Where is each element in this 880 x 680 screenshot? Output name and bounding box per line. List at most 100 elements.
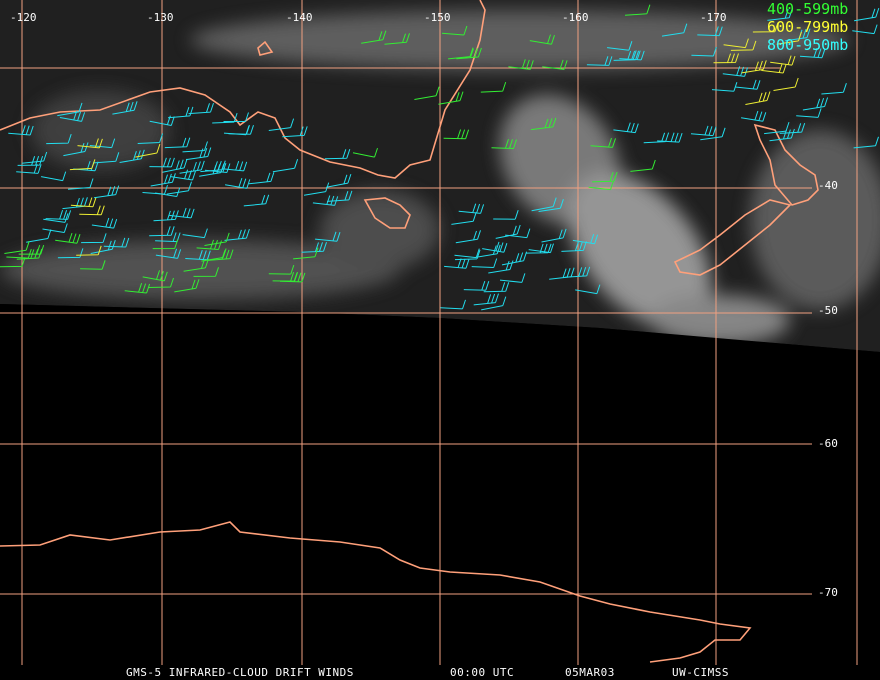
wind-barb [821, 83, 847, 95]
wind-barb [776, 31, 802, 45]
wind-barb [458, 203, 485, 214]
wind-barb [124, 283, 151, 294]
latitude-label: -60 [818, 437, 838, 450]
wind-barb [79, 205, 105, 216]
wind-barb [463, 280, 490, 291]
wind-barb [785, 28, 811, 42]
wind-barb [488, 260, 514, 274]
wind-barb [852, 24, 878, 35]
wind-barb [588, 180, 614, 191]
wind-barb [538, 199, 564, 212]
wind-barb [174, 279, 200, 293]
wind-barb [152, 239, 179, 250]
wind-barb [324, 149, 351, 160]
wind-barb [279, 272, 306, 283]
wind-barb [193, 267, 219, 277]
wind-barb [630, 159, 656, 172]
wind-barb [779, 122, 806, 134]
longitude-label: -170 [700, 11, 727, 24]
latitude-label: -40 [818, 179, 838, 192]
wind-barb [224, 228, 250, 241]
wind-barb [501, 251, 528, 266]
wind-barb [155, 248, 182, 259]
wind-barb [561, 241, 587, 252]
wind-barb [482, 241, 508, 253]
wind-barb [661, 23, 688, 37]
wind-barb [455, 230, 481, 244]
wind-barb [170, 169, 196, 181]
wind-barb [499, 273, 526, 283]
wind-barb [80, 260, 106, 270]
wind-barb [440, 299, 466, 310]
wind-barb [741, 60, 767, 74]
latitude-label: -50 [818, 304, 838, 317]
wind-barb [188, 102, 214, 115]
wind-barb [745, 91, 771, 105]
wind-barb [542, 59, 568, 70]
wind-barb [162, 158, 188, 173]
wind-barb [185, 250, 211, 261]
wind-barb [735, 79, 761, 90]
wind-barb [76, 245, 102, 256]
wind-barb [149, 226, 175, 237]
wind-barb [586, 56, 613, 66]
footer-date: 05MAR03 [565, 666, 615, 679]
wind-barb [495, 224, 521, 239]
wind-barb [182, 228, 208, 239]
wind-barb [613, 122, 639, 134]
wind-barb [590, 137, 616, 148]
wind-barb [43, 213, 69, 223]
wind-barb [185, 147, 212, 161]
wind-barb [179, 160, 205, 174]
wind-barb [572, 233, 599, 245]
wind-barb [657, 132, 683, 143]
wind-barb [221, 160, 248, 172]
wind-barb [723, 38, 749, 49]
wind-barb [166, 181, 192, 195]
wind-barb [301, 242, 327, 253]
wind-barb [481, 296, 507, 311]
wind-barb [204, 162, 231, 173]
wind-barb [149, 115, 175, 126]
wind-barb [57, 248, 84, 259]
wind-barb [90, 240, 116, 254]
wind-barb [268, 118, 295, 131]
wind-barb [451, 212, 477, 225]
wind-barb [155, 187, 181, 197]
wind-barb [26, 229, 52, 243]
wind-barb [196, 239, 222, 250]
wind-barb [62, 197, 88, 210]
longitude-label: -130 [147, 11, 174, 24]
wind-barb [243, 194, 270, 207]
wind-barb [624, 4, 651, 16]
wind-barb [713, 53, 739, 64]
wind-barb [89, 138, 116, 149]
wind-barb [164, 137, 191, 149]
wind-barbs [0, 4, 880, 311]
wind-barb [169, 207, 195, 219]
wind-barb [149, 157, 175, 168]
wind-barb [438, 91, 464, 105]
wind-barb [575, 284, 601, 295]
wind-barb [73, 160, 99, 172]
wind-barb [69, 159, 96, 171]
wind-barb [493, 210, 519, 220]
wind-barb [796, 108, 822, 118]
wind-barb [770, 55, 796, 66]
footer-source: UW-CIMSS [672, 666, 729, 679]
wind-barb [223, 125, 250, 136]
wind-barb [444, 258, 470, 269]
latitude-labels: -40 -50 -60 -70 [818, 179, 838, 599]
wind-barb [55, 232, 81, 244]
wind-barb [761, 63, 787, 74]
wind-barb [137, 133, 164, 144]
latitude-label: -70 [818, 586, 838, 599]
wind-barb [592, 171, 618, 183]
wind-barb [697, 26, 723, 37]
wind-barb [67, 178, 94, 190]
wind-barb [480, 81, 507, 93]
wind-barb [700, 127, 726, 141]
wind-barb [103, 237, 130, 248]
graticule [0, 0, 858, 665]
